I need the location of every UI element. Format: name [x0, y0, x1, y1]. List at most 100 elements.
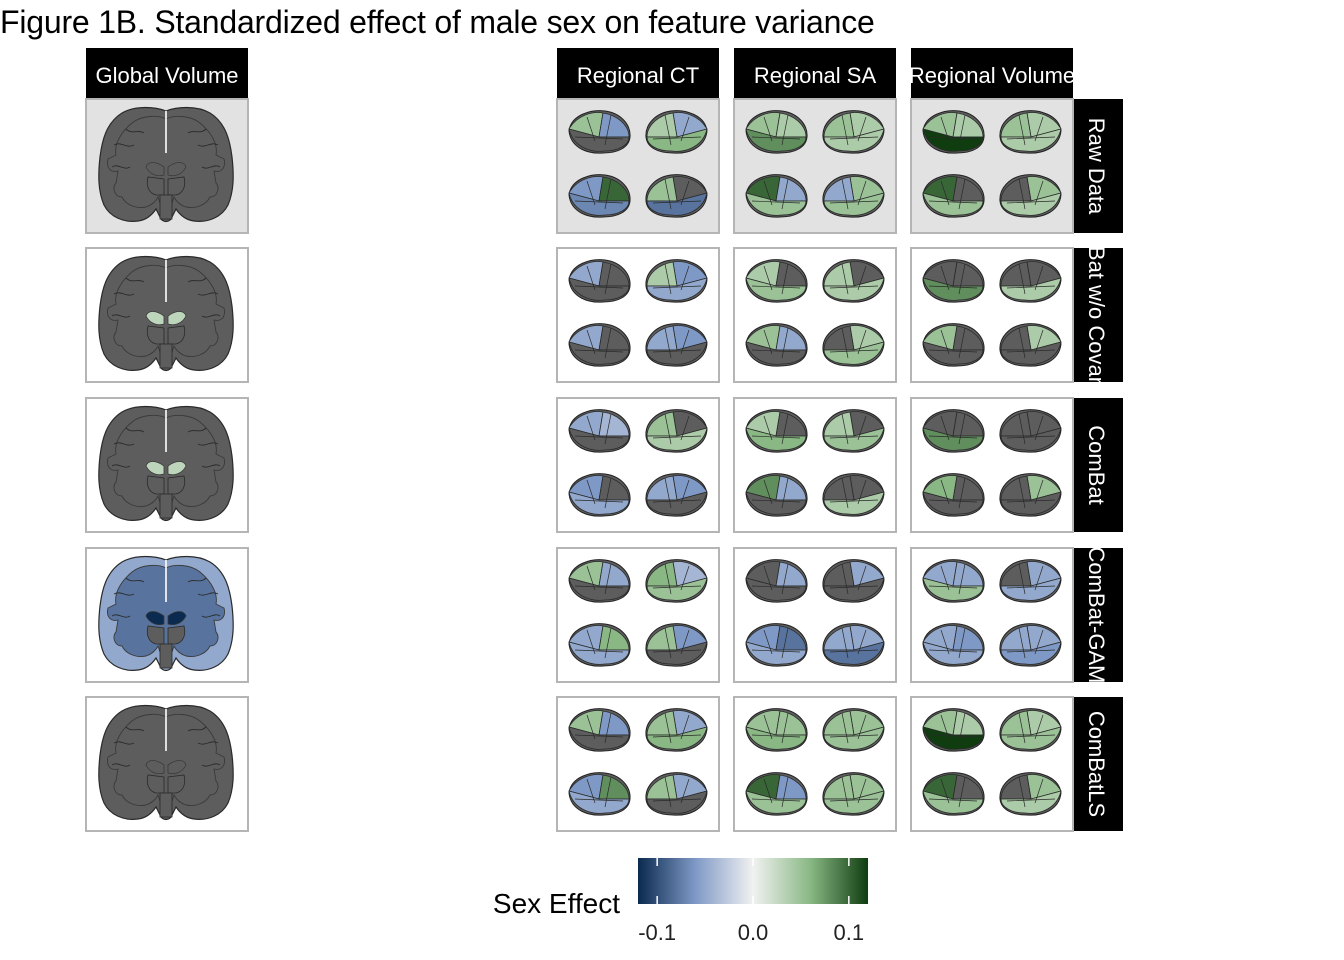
hemisphere-view — [922, 174, 985, 218]
hemisphere-view — [645, 174, 708, 218]
panel-1-2 — [556, 397, 720, 533]
hemisphere-view — [645, 708, 708, 752]
row-strip-combatls: ComBatLS — [1073, 697, 1123, 831]
sulci-lines — [1006, 563, 1056, 595]
cortical-region — [823, 128, 885, 152]
sulci-lines — [829, 413, 879, 445]
sulci-lines — [111, 726, 221, 767]
cortical-region — [646, 192, 708, 216]
sulci-lines — [928, 563, 978, 595]
panel-3-3 — [910, 547, 1074, 683]
hemisphere-view — [822, 323, 885, 367]
hemisphere-view — [922, 708, 985, 752]
sulci-lines — [751, 477, 801, 509]
hemisphere-view — [745, 409, 808, 453]
cortical-region — [745, 427, 807, 451]
cortical-region — [823, 726, 885, 750]
left-ventricle — [145, 611, 165, 626]
sulci-lines — [1006, 327, 1056, 359]
sulci-lines — [928, 413, 978, 445]
hemisphere-view — [568, 409, 631, 453]
hemisphere-view — [999, 409, 1062, 453]
hemisphere-view — [745, 623, 808, 667]
hemisphere-view — [822, 473, 885, 517]
cortical-region — [646, 491, 708, 515]
cortical-region — [745, 577, 807, 601]
sulci-lines — [751, 327, 801, 359]
sulci-lines — [928, 327, 978, 359]
cortical-region — [922, 577, 984, 601]
panel-3-2 — [910, 397, 1074, 533]
hemisphere-view — [568, 110, 631, 154]
sulci-lines — [574, 477, 624, 509]
cortical-region — [922, 341, 984, 365]
row-label-combat: ComBat — [1084, 425, 1109, 504]
legend-ticks: -0.1 0.0 0.1 — [638, 858, 864, 945]
legend-tick-label: -0.1 — [638, 920, 676, 945]
right-ventricle — [167, 311, 187, 326]
hemisphere-view — [922, 323, 985, 367]
left-ventricle — [145, 162, 165, 177]
sulci-lines — [652, 114, 702, 146]
cortical-region — [1000, 641, 1062, 665]
hemisphere-view — [645, 110, 708, 154]
sulci-lines — [1006, 413, 1056, 445]
panel-1-1 — [556, 247, 720, 383]
hemisphere-view — [999, 559, 1062, 603]
sulci-lines — [928, 114, 978, 146]
cortical-region — [646, 790, 708, 814]
sulci-lines — [1006, 712, 1056, 744]
panel-2-0 — [733, 98, 897, 234]
cortical-region — [922, 790, 984, 814]
column-label-regional-ct: Regional CT — [577, 63, 699, 88]
cortical-region — [646, 277, 708, 301]
sulci-lines — [652, 327, 702, 359]
cortical-region — [568, 341, 630, 365]
sulci-lines — [574, 178, 624, 210]
coronal-brain — [98, 405, 234, 522]
hemisphere-view — [568, 772, 631, 816]
sulci-lines — [751, 114, 801, 146]
left-ventricle — [145, 461, 165, 476]
sulci-lines — [1006, 178, 1056, 210]
cortical-region — [568, 641, 630, 665]
cortical-region — [922, 277, 984, 301]
chart-title: Figure 1B. Standardized effect of male s… — [0, 4, 875, 40]
coronal-brain — [98, 255, 234, 372]
row-strip-raw-data: Raw Data — [1073, 99, 1123, 233]
cortical-region — [1000, 128, 1062, 152]
cortical-region — [922, 726, 984, 750]
sulci-lines — [111, 427, 221, 468]
hemisphere-view — [822, 623, 885, 667]
sulci-lines — [751, 563, 801, 595]
sulci-lines — [652, 263, 702, 295]
sulci-lines — [574, 712, 624, 744]
column-strip-regional-ct: Regional CT — [557, 48, 719, 100]
cortical-region — [568, 577, 630, 601]
hemisphere-view — [922, 559, 985, 603]
hemisphere-view — [645, 323, 708, 367]
hemisphere-view — [922, 409, 985, 453]
sulci-lines — [1006, 114, 1056, 146]
row-strip-combat: ComBat — [1073, 398, 1123, 532]
sulci-lines — [111, 128, 221, 169]
right-ventricle — [167, 760, 187, 775]
sulci-lines — [928, 178, 978, 210]
hemisphere-view — [568, 259, 631, 303]
panel-grid — [85, 98, 1074, 832]
cortical-region — [568, 790, 630, 814]
cortical-region — [568, 128, 630, 152]
cortical-region — [1000, 491, 1062, 515]
sulci-lines — [829, 712, 879, 744]
sulci-lines — [829, 114, 879, 146]
cortical-region — [745, 641, 807, 665]
cortical-region — [823, 790, 885, 814]
cortical-region — [823, 491, 885, 515]
sulci-lines — [751, 263, 801, 295]
cortical-region — [745, 192, 807, 216]
hemisphere-view — [745, 323, 808, 367]
hemisphere-view — [745, 708, 808, 752]
panel-0-4 — [85, 696, 249, 832]
sulci-lines — [652, 712, 702, 744]
row-label-combatls: ComBatLS — [1084, 711, 1109, 817]
